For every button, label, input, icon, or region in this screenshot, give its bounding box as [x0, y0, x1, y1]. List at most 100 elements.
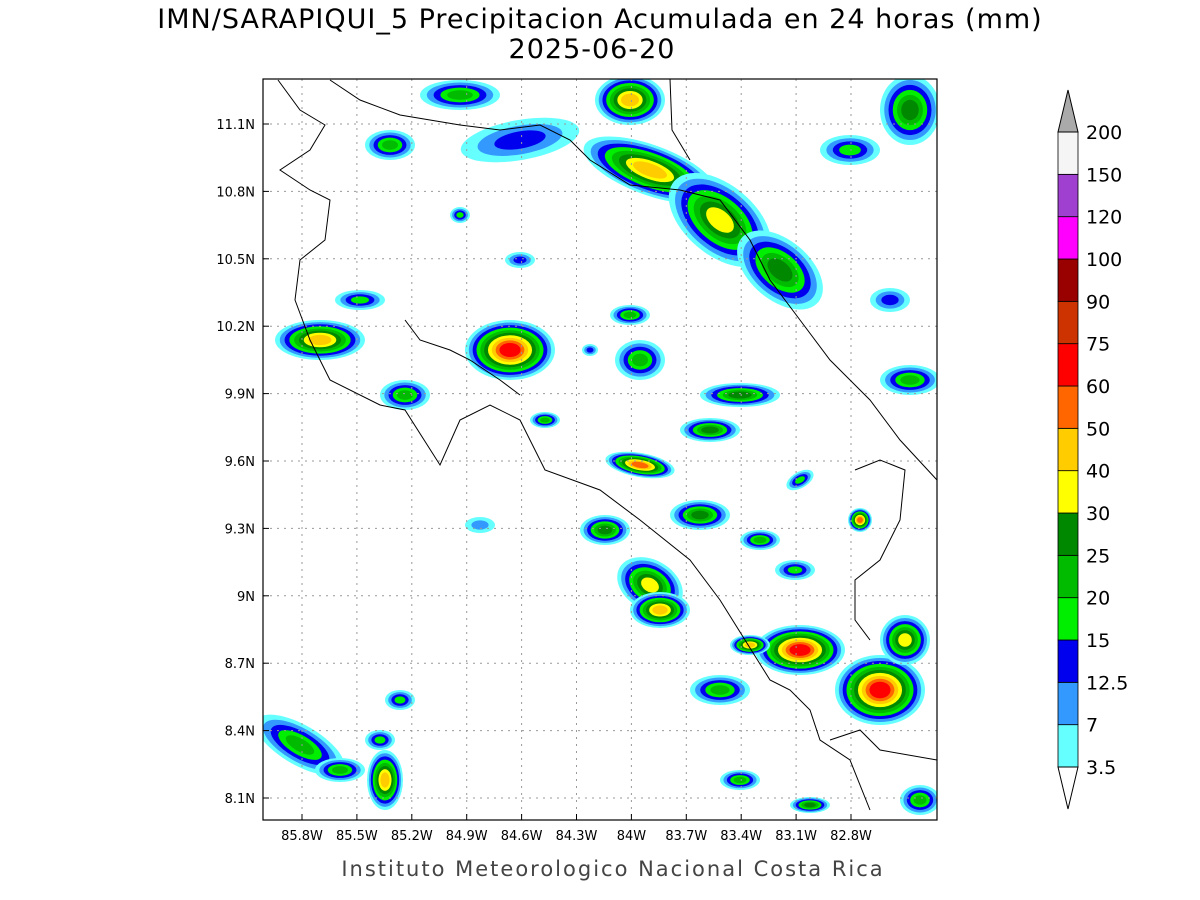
precipitation: [263, 79, 937, 815]
y-tick-label: 10.8N: [216, 185, 255, 200]
rain-cell: [623, 311, 637, 319]
rain-cell: [499, 342, 521, 358]
rain-cell: [332, 766, 348, 774]
colorbar-label: 60: [1086, 376, 1110, 398]
rain-cell: [447, 90, 473, 100]
colorbar-label: 3.5: [1086, 757, 1116, 779]
rain-cell: [394, 696, 406, 704]
rain-cell: [900, 375, 920, 385]
border: [329, 79, 937, 481]
rain-cell: [787, 566, 803, 574]
x-tick-label: 84W: [617, 829, 647, 844]
rain-cell: [710, 685, 730, 695]
rain-cell: [633, 161, 667, 179]
rain-cell: [706, 207, 734, 233]
colorbar-box: [1057, 131, 1079, 175]
colorbar-label: 200: [1086, 122, 1122, 144]
x-tick-label: 83.1W: [775, 829, 817, 844]
rain-cell: [597, 525, 613, 535]
rain-cell: [456, 212, 464, 218]
y-tick-label: 11.1N: [216, 118, 255, 133]
colorbar-label: 7: [1086, 715, 1098, 737]
colorbar-box: [1057, 724, 1079, 768]
footer: Instituto Meteorologico Nacional Costa R…: [341, 857, 884, 881]
colorbar-label: 150: [1086, 164, 1122, 186]
colorbar-box: [1057, 216, 1079, 260]
y-tick-label: 10.5N: [216, 253, 255, 268]
y-tick-label: 9.3N: [225, 522, 255, 537]
rain-cell: [744, 642, 756, 648]
colorbar-label: 20: [1086, 588, 1110, 610]
colorbar-box: [1057, 639, 1079, 683]
rain-cell: [382, 140, 398, 150]
colorbar-label: 40: [1086, 461, 1110, 483]
x-tick-label: 84.6W: [501, 829, 543, 844]
colorbar-box: [1057, 681, 1079, 726]
y-tick-label: 8.4N: [225, 725, 255, 740]
map-area: [263, 79, 937, 820]
colorbar-box: [1057, 343, 1079, 387]
colorbar: 3.5 7 12.5 15 20 25 30 40 50 60 75 90 100 120 150 200: [1057, 89, 1128, 810]
colorbar-box: [1057, 512, 1079, 556]
rain-cell: [350, 296, 370, 304]
colorbar-box: [1057, 258, 1079, 302]
rain-cell: [621, 93, 639, 107]
colorbar-label: 15: [1086, 630, 1110, 652]
rain-cell: [753, 536, 767, 544]
rain-cell: [901, 99, 919, 121]
x-tick-label: 85.5W: [336, 829, 378, 844]
x-tick-label: 83.4W: [720, 829, 762, 844]
rain-cell: [857, 517, 863, 523]
map-frame: [262, 78, 938, 821]
colorbar-label: 90: [1086, 291, 1110, 313]
y-tick-label: 9.9N: [225, 388, 255, 403]
rain-cell: [494, 130, 546, 150]
rain-cell: [767, 258, 793, 282]
colorbar-box: [1057, 300, 1079, 345]
title: IMN/SARAPIQUI_5 Precipitacion Acumulada …: [157, 4, 1042, 35]
rain-cell: [374, 736, 386, 744]
x-tick-label: 83.7W: [665, 829, 707, 844]
colorbar-box: [1057, 554, 1079, 599]
rain-cell: [586, 347, 594, 353]
rain-cell: [804, 802, 816, 808]
y-tick-label: 8.1N: [225, 792, 255, 807]
colorbar-box: [1057, 427, 1079, 472]
y-tick-label: 9.6N: [225, 455, 255, 470]
rain-cell: [285, 735, 315, 755]
rain-cell: [881, 294, 899, 306]
rain-cell: [701, 426, 719, 434]
x-tick-label: 84.9W: [446, 829, 488, 844]
rain-cell: [691, 510, 709, 520]
date: 2025-06-20: [509, 34, 676, 65]
rain-cell: [898, 633, 912, 647]
colorbar-box: [1057, 385, 1079, 429]
rain-cell: [632, 353, 648, 367]
gulf: [404, 319, 521, 396]
y-tick-label: 8.7N: [225, 657, 255, 672]
panama-coast: [829, 729, 937, 761]
rain-cell: [641, 577, 659, 593]
colorbar-box: [1057, 173, 1079, 218]
rain-cell: [733, 776, 747, 784]
rain-cell: [795, 476, 805, 484]
colorbar-label: 50: [1086, 418, 1110, 440]
rain-cell: [308, 334, 332, 346]
pacific-coast: [277, 79, 871, 811]
colorbar-label: 25: [1086, 545, 1110, 567]
colorbar-box: [1057, 470, 1079, 514]
rain-cell: [913, 795, 927, 805]
rain-cell: [869, 681, 891, 699]
colorbar-below: [1057, 766, 1079, 810]
colorbar-label: 75: [1086, 334, 1110, 356]
rain-cell: [380, 772, 390, 788]
colorbar-label: 120: [1086, 207, 1122, 229]
rain-cell: [540, 417, 550, 423]
coastlines: [277, 79, 937, 811]
rain-cell: [397, 390, 413, 400]
colorbar-label: 12.5: [1086, 672, 1128, 694]
rain-cell: [631, 461, 649, 469]
x-tick-label: 84.3W: [556, 829, 598, 844]
x-tick-label: 85.8W: [281, 829, 323, 844]
